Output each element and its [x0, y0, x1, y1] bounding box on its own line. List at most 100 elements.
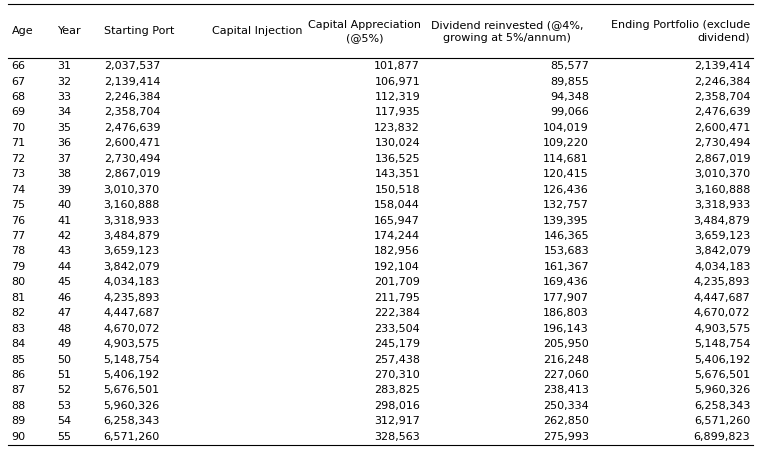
- Text: 2,730,494: 2,730,494: [694, 138, 750, 148]
- Text: 86: 86: [12, 370, 25, 380]
- Text: 5,960,326: 5,960,326: [104, 401, 160, 411]
- Text: 106,971: 106,971: [374, 76, 420, 87]
- Text: 54: 54: [58, 416, 71, 427]
- Text: 90: 90: [12, 432, 25, 442]
- Text: Dividend reinvested (@4%,
growing at 5%/annum): Dividend reinvested (@4%, growing at 5%/…: [431, 20, 583, 43]
- Text: 233,504: 233,504: [374, 324, 420, 334]
- Text: 77: 77: [12, 231, 26, 241]
- Text: 328,563: 328,563: [374, 432, 420, 442]
- Text: 3,842,079: 3,842,079: [104, 262, 161, 272]
- Text: 211,795: 211,795: [374, 293, 420, 303]
- Text: 201,709: 201,709: [374, 277, 420, 287]
- Text: 104,019: 104,019: [543, 123, 589, 133]
- Text: 283,825: 283,825: [374, 385, 420, 396]
- Text: 2,037,537: 2,037,537: [104, 61, 160, 71]
- Text: 50: 50: [58, 355, 71, 365]
- Text: 4,447,687: 4,447,687: [104, 308, 161, 318]
- Text: 2,476,639: 2,476,639: [694, 107, 750, 118]
- Text: 2,867,019: 2,867,019: [694, 154, 750, 164]
- Text: 227,060: 227,060: [543, 370, 589, 380]
- Text: 47: 47: [58, 308, 72, 318]
- Text: 146,365: 146,365: [544, 231, 589, 241]
- Text: 139,395: 139,395: [543, 216, 589, 225]
- Text: 55: 55: [58, 432, 71, 442]
- Text: 4,903,575: 4,903,575: [104, 339, 160, 349]
- Text: 69: 69: [12, 107, 25, 118]
- Text: 3,484,879: 3,484,879: [694, 216, 750, 225]
- Text: 205,950: 205,950: [543, 339, 589, 349]
- Text: 84: 84: [12, 339, 26, 349]
- Text: 85: 85: [12, 355, 25, 365]
- Text: 114,681: 114,681: [543, 154, 589, 164]
- Text: 169,436: 169,436: [543, 277, 589, 287]
- Text: 87: 87: [12, 385, 26, 396]
- Text: Capital Appreciation
(@5%): Capital Appreciation (@5%): [308, 20, 422, 43]
- Text: 6,258,343: 6,258,343: [694, 401, 750, 411]
- Text: 4,447,687: 4,447,687: [694, 293, 750, 303]
- Text: 3,160,888: 3,160,888: [694, 185, 750, 195]
- Text: 126,436: 126,436: [543, 185, 589, 195]
- Text: Starting Port: Starting Port: [104, 26, 174, 36]
- Text: 130,024: 130,024: [374, 138, 420, 148]
- Text: 192,104: 192,104: [374, 262, 420, 272]
- Text: 161,367: 161,367: [544, 262, 589, 272]
- Text: 112,319: 112,319: [374, 92, 420, 102]
- Text: 52: 52: [58, 385, 71, 396]
- Text: 66: 66: [12, 61, 25, 71]
- Text: 257,438: 257,438: [374, 355, 420, 365]
- Text: 136,525: 136,525: [375, 154, 420, 164]
- Text: 38: 38: [58, 169, 71, 179]
- Text: 5,406,192: 5,406,192: [104, 370, 160, 380]
- Text: 79: 79: [12, 262, 26, 272]
- Text: 2,600,471: 2,600,471: [104, 138, 160, 148]
- Text: 78: 78: [12, 247, 26, 256]
- Text: 80: 80: [12, 277, 25, 287]
- Text: 143,351: 143,351: [375, 169, 420, 179]
- Text: 2,246,384: 2,246,384: [694, 76, 750, 87]
- Text: 132,757: 132,757: [543, 200, 589, 210]
- Text: 222,384: 222,384: [374, 308, 420, 318]
- Text: 46: 46: [58, 293, 71, 303]
- Text: 120,415: 120,415: [543, 169, 589, 179]
- Text: 73: 73: [12, 169, 25, 179]
- Text: 2,139,414: 2,139,414: [694, 61, 750, 71]
- Text: 109,220: 109,220: [543, 138, 589, 148]
- Text: 3,160,888: 3,160,888: [104, 200, 160, 210]
- Text: 70: 70: [12, 123, 25, 133]
- Text: 182,956: 182,956: [374, 247, 420, 256]
- Text: 250,334: 250,334: [543, 401, 589, 411]
- Text: 2,867,019: 2,867,019: [104, 169, 161, 179]
- Text: 74: 74: [12, 185, 26, 195]
- Text: 2,476,639: 2,476,639: [104, 123, 161, 133]
- Text: 36: 36: [58, 138, 71, 148]
- Text: 5,406,192: 5,406,192: [694, 355, 750, 365]
- Text: 186,803: 186,803: [543, 308, 589, 318]
- Text: 82: 82: [12, 308, 26, 318]
- Text: Ending Portfolio (exclude
dividend): Ending Portfolio (exclude dividend): [611, 20, 750, 43]
- Text: 3,010,370: 3,010,370: [694, 169, 750, 179]
- Text: 76: 76: [12, 216, 25, 225]
- Text: 3,318,933: 3,318,933: [694, 200, 750, 210]
- Text: 4,034,183: 4,034,183: [694, 262, 750, 272]
- Text: 40: 40: [58, 200, 71, 210]
- Text: 53: 53: [58, 401, 71, 411]
- Text: 39: 39: [58, 185, 71, 195]
- Text: 83: 83: [12, 324, 25, 334]
- Text: Capital Injection: Capital Injection: [212, 26, 303, 36]
- Text: 216,248: 216,248: [543, 355, 589, 365]
- Text: 4,903,575: 4,903,575: [694, 324, 750, 334]
- Text: 44: 44: [58, 262, 72, 272]
- Text: 72: 72: [12, 154, 26, 164]
- Text: 89: 89: [12, 416, 26, 427]
- Text: 48: 48: [58, 324, 72, 334]
- Text: 4,670,072: 4,670,072: [694, 308, 750, 318]
- Text: 3,659,123: 3,659,123: [694, 231, 750, 241]
- Text: 35: 35: [58, 123, 71, 133]
- Text: 123,832: 123,832: [374, 123, 420, 133]
- Text: 177,907: 177,907: [543, 293, 589, 303]
- Text: 6,571,260: 6,571,260: [694, 416, 750, 427]
- Text: 298,016: 298,016: [374, 401, 420, 411]
- Text: 150,518: 150,518: [375, 185, 420, 195]
- Text: 6,571,260: 6,571,260: [104, 432, 160, 442]
- Text: 4,670,072: 4,670,072: [104, 324, 161, 334]
